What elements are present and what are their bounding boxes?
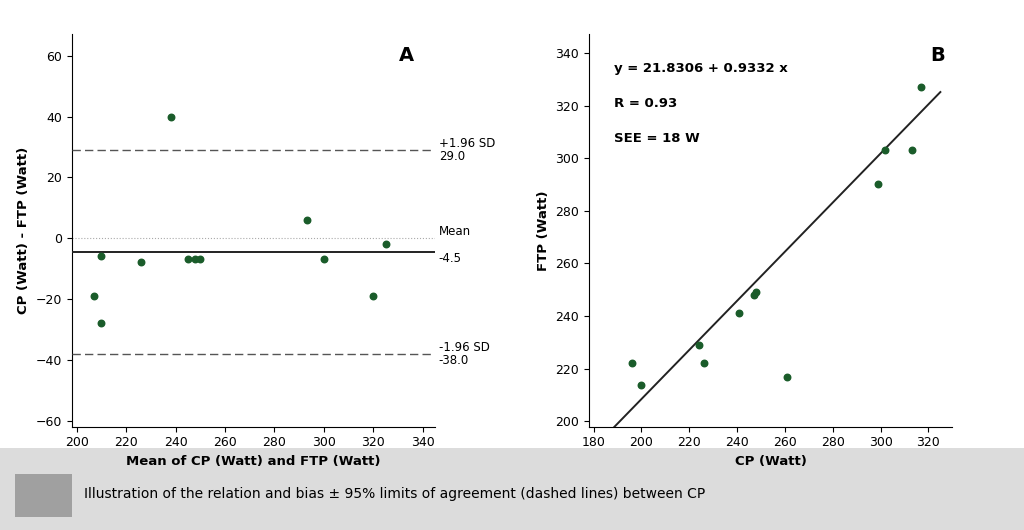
Point: [187, 255, 204, 263]
Point: [870, 180, 887, 189]
Y-axis label: FTP (Watt): FTP (Watt): [537, 190, 550, 271]
Text: SEE = 18 W: SEE = 18 W: [614, 132, 700, 146]
Point: [779, 373, 796, 381]
Point: [133, 258, 150, 267]
Point: [633, 381, 649, 389]
Point: [745, 291, 762, 299]
Point: [378, 240, 394, 249]
Text: +1.96 SD: +1.96 SD: [439, 137, 496, 150]
Point: [193, 255, 209, 263]
X-axis label: Mean of CP (Watt) and FTP (Watt): Mean of CP (Watt) and FTP (Watt): [126, 455, 381, 468]
Point: [731, 309, 748, 317]
Point: [690, 341, 707, 349]
Text: -4.5: -4.5: [439, 252, 462, 265]
Point: [903, 146, 920, 155]
Point: [93, 319, 110, 328]
Text: R = 0.93: R = 0.93: [614, 97, 678, 110]
Point: [366, 292, 382, 300]
Text: B: B: [931, 46, 945, 65]
Point: [878, 146, 894, 155]
Text: Mean: Mean: [439, 225, 471, 238]
Point: [298, 216, 314, 224]
Text: A: A: [399, 46, 414, 65]
Text: -1.96 SD: -1.96 SD: [439, 341, 489, 354]
Text: -38.0: -38.0: [439, 354, 469, 367]
Y-axis label: CP (Watt) - FTP (Watt): CP (Watt) - FTP (Watt): [17, 147, 30, 314]
Point: [695, 359, 712, 368]
X-axis label: CP (Watt): CP (Watt): [734, 455, 807, 468]
Text: Illustration of the relation and bias ± 95% limits of agreement (dashed lines) b: Illustration of the relation and bias ± …: [84, 487, 706, 501]
Point: [163, 112, 179, 121]
Point: [315, 255, 332, 263]
Point: [86, 292, 102, 300]
Point: [93, 252, 110, 261]
Point: [748, 288, 764, 297]
Point: [180, 255, 197, 263]
Point: [624, 359, 640, 368]
Point: [913, 83, 930, 91]
Text: 29.0: 29.0: [439, 150, 465, 163]
Text: y = 21.8306 + 0.9332 x: y = 21.8306 + 0.9332 x: [614, 62, 788, 75]
